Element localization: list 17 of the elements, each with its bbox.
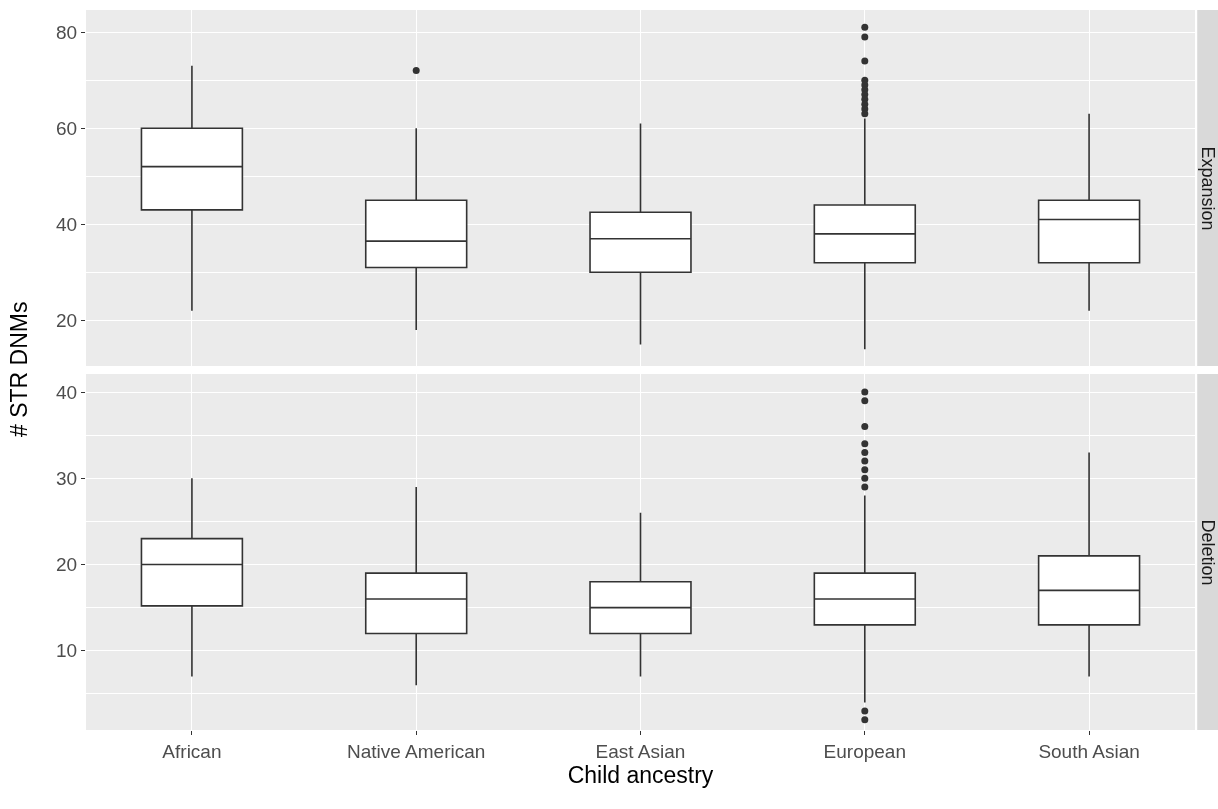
x-tick-label: Native American [347, 740, 486, 762]
x-axis-title: Child ancestry [567, 762, 714, 789]
y-tick-label: 40 [56, 381, 78, 403]
y-tick-label: 10 [56, 640, 78, 662]
y-tick-label: 30 [56, 467, 78, 489]
x-tick-label: African [162, 740, 222, 762]
x-tick-label: East Asian [595, 740, 686, 762]
x-tick-label: South Asian [1038, 740, 1140, 762]
y-tick-label: 20 [56, 310, 78, 332]
y-tick-label: 40 [56, 213, 78, 235]
x-tick-label: European [823, 740, 906, 762]
y-tick-label: 20 [56, 554, 78, 576]
text: Expansion [1197, 146, 1218, 231]
y-axis-title: # STR DNMs [6, 301, 32, 437]
y-tick-label: 80 [56, 21, 78, 43]
text: Deletion [1197, 519, 1218, 586]
y-tick-label: 60 [56, 117, 78, 139]
